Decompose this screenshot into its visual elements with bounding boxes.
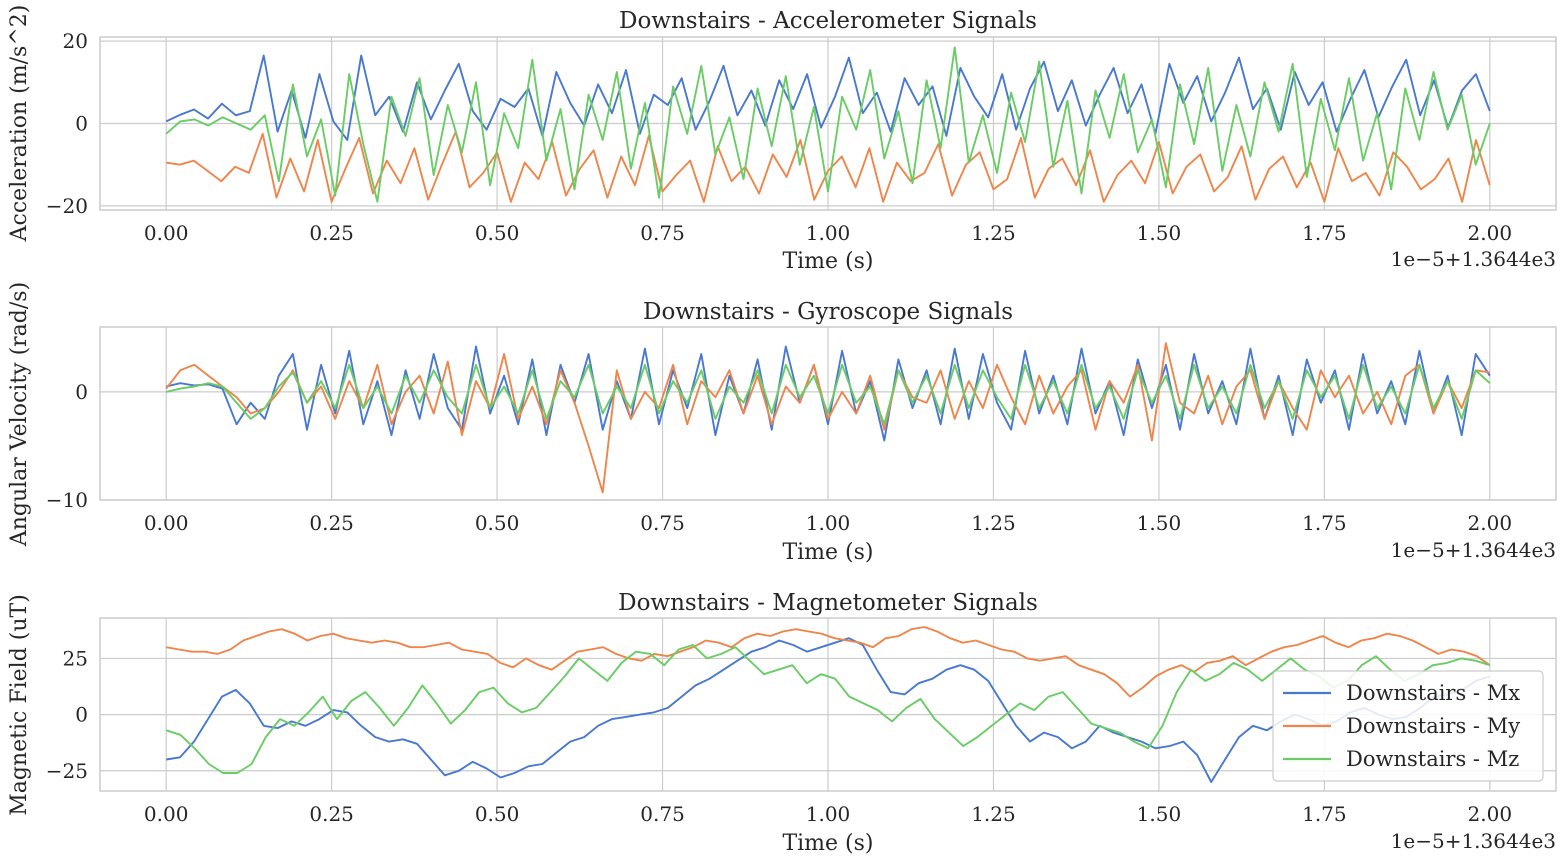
accelerometer-xtick-label: 1.25: [971, 221, 1016, 245]
gyroscope-xtick-label: 1.25: [971, 511, 1016, 535]
gyroscope-xtick-label: 1.00: [806, 511, 851, 535]
magnetometer-offset-label: 1e−5+1.3644e3: [1391, 829, 1556, 853]
accelerometer-xtick-label: 0.00: [144, 221, 189, 245]
magnetometer-xtick-label: 1.00: [806, 802, 851, 826]
magnetometer-series-x-line: [166, 637, 1491, 783]
accelerometer-ytick-label: 20: [63, 29, 88, 53]
gyroscope-xtick-label: 1.75: [1302, 511, 1347, 535]
gyroscope-xtick-label: 0.25: [309, 511, 354, 535]
accelerometer-ytick-label: −20: [46, 194, 88, 218]
accelerometer-xtick-label: 2.00: [1468, 221, 1513, 245]
magnetometer-xtick-label: 1.75: [1302, 802, 1347, 826]
accelerometer-xtick-label: 1.50: [1137, 221, 1182, 245]
magnetometer-ytick-label: 25: [63, 646, 88, 670]
gyroscope-offset-label: 1e−5+1.3644e3: [1391, 538, 1556, 562]
gyroscope-title: Downstairs - Gyroscope Signals: [643, 299, 1013, 325]
accelerometer-xtick-label: 1.00: [806, 221, 851, 245]
accelerometer-series-y-line: [166, 130, 1491, 203]
magnetometer-ylabel: Magnetic Field (uT): [7, 594, 32, 816]
magnetometer-plot-frame: [99, 617, 1557, 792]
gyroscope-ylabel: Angular Velocity (rad/s): [7, 282, 32, 547]
magnetometer-ytick-label: −25: [46, 759, 88, 783]
legend-label-mx: Downstairs - Mx: [1346, 681, 1520, 705]
gyroscope-ytick-label: −10: [46, 488, 88, 512]
gyroscope-xlabel: Time (s): [782, 540, 873, 565]
accelerometer-xtick-label: 0.25: [309, 221, 354, 245]
magnetometer-panel: Downstairs - Magnetometer Signals 0.00 0.…: [7, 590, 1557, 856]
magnetometer-xtick-label: 1.25: [971, 802, 1016, 826]
magnetometer-title: Downstairs - Magnetometer Signals: [618, 590, 1038, 616]
gyroscope-xtick-label: 0.00: [144, 511, 189, 535]
magnetometer-series-z-line: [165, 644, 1491, 774]
magnetometer-xlabel: Time (s): [782, 831, 873, 856]
gyroscope-panel: Downstairs - Gyroscope Signals 0.00 0.25 0…: [7, 282, 1557, 565]
accelerometer-title: Downstairs - Accelerometer Signals: [619, 8, 1037, 34]
magnetometer-xtick-label: 0.00: [144, 802, 189, 826]
accelerometer-xtick-label: 0.75: [640, 221, 685, 245]
accelerometer-offset-label: 1e−5+1.3644e3: [1391, 247, 1556, 271]
magnetometer-xtick-label: 1.50: [1137, 802, 1182, 826]
legend-box: [1272, 670, 1544, 782]
magnetometer-xtick-label: 0.25: [309, 802, 354, 826]
magnetometer-xtick-label: 0.50: [475, 802, 520, 826]
gyroscope-plot-frame: [99, 326, 1557, 501]
gyroscope-xtick-label: 0.50: [475, 511, 520, 535]
accelerometer-xlabel: Time (s): [782, 249, 873, 274]
magnetometer-ytick-label: 0: [75, 703, 88, 727]
gyroscope-xtick-label: 1.50: [1137, 511, 1182, 535]
accelerometer-panel: Downstairs - Accelerometer Signals 0.00 0…: [7, 5, 1557, 274]
legend-label-mz: Downstairs - Mz: [1346, 747, 1519, 771]
gyroscope-series-z-line: [165, 363, 1491, 426]
accelerometer-xtick-label: 0.50: [475, 221, 520, 245]
gyroscope-ytick-label: 0: [75, 380, 88, 404]
accelerometer-ylabel: Acceleration (m/s^2): [7, 5, 32, 243]
accelerometer-ytick-label: 0: [75, 112, 88, 136]
accelerometer-xtick-label: 1.75: [1302, 221, 1347, 245]
magnetometer-series-y-line: [166, 626, 1491, 698]
magnetometer-xtick-label: 2.00: [1468, 802, 1513, 826]
magnetometer-xtick-label: 0.75: [640, 802, 685, 826]
magnetometer-legend: Downstairs - Mx Downstairs - My Downstai…: [1272, 670, 1544, 782]
accelerometer-series-z-line: [165, 46, 1491, 203]
legend-label-my: Downstairs - My: [1346, 714, 1520, 738]
accelerometer-plot-frame: [99, 36, 1557, 211]
gyroscope-xtick-label: 0.75: [640, 511, 685, 535]
gyroscope-xtick-label: 2.00: [1468, 511, 1513, 535]
